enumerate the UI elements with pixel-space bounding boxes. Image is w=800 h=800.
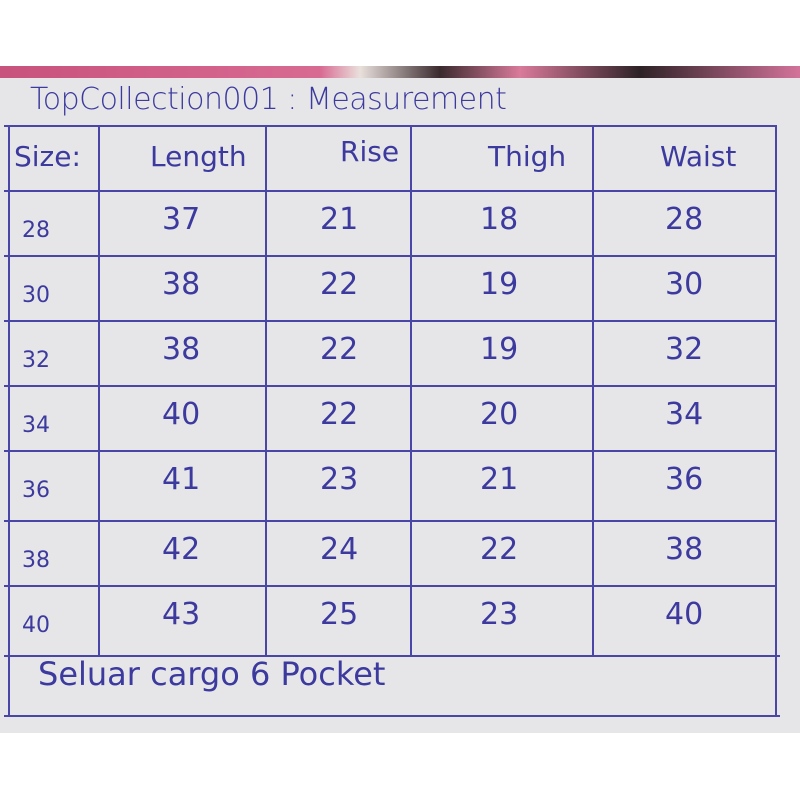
table-column-line xyxy=(410,125,412,655)
table-row-line xyxy=(4,385,776,387)
table-row-line xyxy=(4,520,776,522)
cell-waist: 36 xyxy=(665,462,704,497)
column-header: Thigh xyxy=(488,140,567,173)
background-fabric xyxy=(0,66,800,80)
footer-note: Seluar cargo 6 Pocket xyxy=(38,655,386,693)
cell-rise: 22 xyxy=(320,397,359,432)
table-row-line xyxy=(4,450,776,452)
column-header: Size: xyxy=(14,140,81,173)
table-column-line xyxy=(592,125,594,655)
cell-length: 41 xyxy=(162,462,201,497)
cell-thigh: 23 xyxy=(480,597,519,632)
cell-rise: 25 xyxy=(320,597,359,632)
cell-rise: 22 xyxy=(320,267,359,302)
table-column-line xyxy=(265,125,267,655)
table-row-line xyxy=(4,585,776,587)
cell-waist: 30 xyxy=(665,267,704,302)
cell-thigh: 20 xyxy=(480,397,519,432)
table-column-line xyxy=(98,125,100,655)
column-header: Waist xyxy=(660,140,737,173)
table-row-line xyxy=(4,320,776,322)
cell-size: 34 xyxy=(22,413,50,438)
table-row-line xyxy=(4,190,776,192)
cell-thigh: 22 xyxy=(480,532,519,567)
paper-sheet xyxy=(0,78,800,733)
cell-thigh: 21 xyxy=(480,462,519,497)
table-column-line xyxy=(8,125,10,715)
cell-length: 43 xyxy=(162,597,201,632)
cell-thigh: 18 xyxy=(480,202,519,237)
cell-size: 32 xyxy=(22,348,50,373)
column-header: Rise xyxy=(340,135,400,168)
cell-thigh: 19 xyxy=(480,267,519,302)
cell-waist: 40 xyxy=(665,597,704,632)
cell-size: 40 xyxy=(22,613,50,638)
table-row-line xyxy=(4,655,780,657)
cell-length: 37 xyxy=(162,202,201,237)
cell-length: 40 xyxy=(162,397,201,432)
cell-rise: 21 xyxy=(320,202,359,237)
cell-length: 38 xyxy=(162,332,201,367)
table-row-line xyxy=(4,255,776,257)
page-title: TopCollection001 : Measurement xyxy=(30,82,507,117)
table-column-line xyxy=(775,125,777,715)
cell-size: 30 xyxy=(22,283,50,308)
cell-length: 42 xyxy=(162,532,201,567)
cell-thigh: 19 xyxy=(480,332,519,367)
cell-size: 38 xyxy=(22,548,50,573)
cell-waist: 32 xyxy=(665,332,704,367)
cell-size: 28 xyxy=(22,218,50,243)
cell-rise: 22 xyxy=(320,332,359,367)
cell-size: 36 xyxy=(22,478,50,503)
cell-waist: 38 xyxy=(665,532,704,567)
cell-rise: 23 xyxy=(320,462,359,497)
cell-rise: 24 xyxy=(320,532,359,567)
cell-waist: 28 xyxy=(665,202,704,237)
column-header: Length xyxy=(150,140,247,173)
cell-length: 38 xyxy=(162,267,201,302)
cell-waist: 34 xyxy=(665,397,704,432)
table-row-line xyxy=(4,125,776,127)
table-row-line xyxy=(4,715,780,717)
